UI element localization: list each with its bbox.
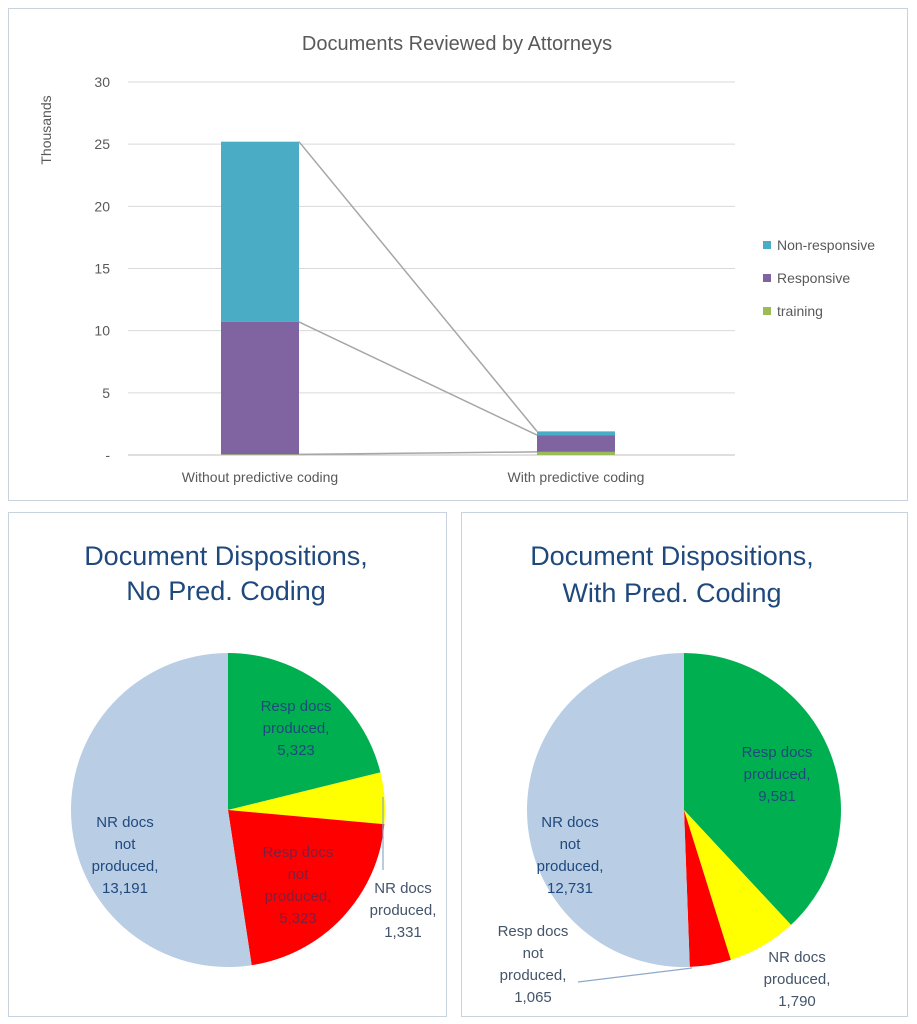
pie-slice: [228, 772, 385, 825]
legend-swatch: [763, 307, 771, 315]
pie-data-label-line: produced,: [265, 888, 332, 905]
pie-data-label-line: NR docs: [541, 814, 599, 831]
pie-data-label: Resp docs produced, 5,323: [261, 698, 332, 759]
pie-data-label: NR docs produced, 1,790: [764, 949, 831, 1010]
pie-slice: [228, 810, 385, 966]
pie-data-label-line: Resp docs: [263, 844, 334, 861]
y-tick-label: -: [105, 447, 110, 463]
y-tick-label: 25: [94, 136, 110, 152]
pie-data-label-line: 5,323: [277, 742, 315, 759]
pie-slice: [684, 810, 731, 967]
pie-data-label-line: not: [523, 945, 545, 962]
pie-data-label-line: Resp docs: [742, 744, 813, 761]
pie-data-label: NR docs produced, 1,331: [370, 880, 437, 941]
pie-data-label-line: produced,: [764, 971, 831, 988]
bar-chart-panel: [8, 8, 908, 501]
pie-data-label-line: not: [288, 866, 310, 883]
legend-swatch: [763, 241, 771, 249]
pie-right-title-line1: Document Dispositions,: [530, 541, 814, 571]
pie-left-title-line2: No Pred. Coding: [126, 576, 326, 606]
pie-data-label: Resp docs not produced, 1,065: [498, 923, 569, 1006]
pie-data-label-line: 1,065: [514, 989, 552, 1006]
pie-slice: [526, 653, 690, 967]
y-tick-label: 10: [94, 323, 110, 339]
x-tick-label: With predictive coding: [508, 469, 645, 485]
pie-data-label-line: NR docs: [96, 814, 154, 831]
pie-data-label-line: Resp docs: [498, 923, 569, 940]
bar-segment-non-responsive: [221, 141, 299, 322]
y-tick-label: 15: [94, 261, 110, 277]
y-axis-label: Thousands: [38, 95, 54, 164]
legend-label: Responsive: [777, 270, 850, 286]
leader-line: [577, 967, 693, 983]
pie-data-label-line: 1,331: [384, 924, 422, 941]
pie-data-label-line: not: [115, 836, 137, 853]
bar-segment-training: [537, 451, 615, 455]
legend-label: training: [777, 303, 823, 319]
pie-data-label: Resp docs not produced, 5,323: [263, 844, 334, 927]
pie-data-label-line: produced,: [744, 766, 811, 783]
pie-data-label-line: produced,: [370, 902, 437, 919]
pie-data-label-line: 13,191: [102, 880, 148, 897]
pie-data-label-line: produced,: [92, 858, 159, 875]
pie-data-label-line: NR docs: [768, 949, 826, 966]
pie-slice: [228, 653, 381, 810]
pie-slice: [71, 653, 252, 967]
y-tick-label: 20: [94, 198, 110, 214]
pie-data-label-line: 5,323: [279, 910, 317, 927]
legend-label: Non-responsive: [777, 237, 875, 253]
pie-data-label-line: 1,790: [778, 993, 816, 1010]
pie-data-label-line: NR docs: [374, 880, 432, 897]
bar-segment-responsive: [221, 321, 299, 455]
pie-left-title-line1: Document Dispositions,: [84, 541, 368, 571]
bar-segment-responsive: [537, 435, 615, 452]
bar-chart-title: Documents Reviewed by Attorneys: [302, 33, 612, 55]
pie-data-label-line: 9,581: [758, 788, 796, 805]
series-line: [298, 321, 538, 436]
pie-slice: [684, 810, 791, 960]
bar-segment-non-responsive: [537, 431, 615, 436]
bar-segment-training: [221, 454, 299, 455]
x-tick-label: Without predictive coding: [182, 469, 338, 485]
pie-data-label-line: not: [560, 836, 582, 853]
pie-data-label-line: produced,: [263, 720, 330, 737]
pie-data-label: NR docs not produced, 13,191: [92, 814, 159, 897]
y-tick-label: 5: [102, 385, 110, 401]
pie-right-title-line2: With Pred. Coding: [562, 578, 781, 608]
pie-data-label: NR docs not produced, 12,731: [537, 814, 604, 897]
legend-swatch: [763, 274, 771, 282]
pie-data-label-line: produced,: [537, 858, 604, 875]
y-tick-label: 30: [94, 74, 110, 90]
series-line: [298, 141, 538, 432]
pie-data-label: Resp docs produced, 9,581: [742, 744, 813, 805]
pie-data-label-line: produced,: [500, 967, 567, 984]
pie-data-label-line: Resp docs: [261, 698, 332, 715]
pie-slice: [684, 653, 841, 925]
series-line: [298, 451, 538, 456]
pie-data-label-line: 12,731: [547, 880, 593, 897]
